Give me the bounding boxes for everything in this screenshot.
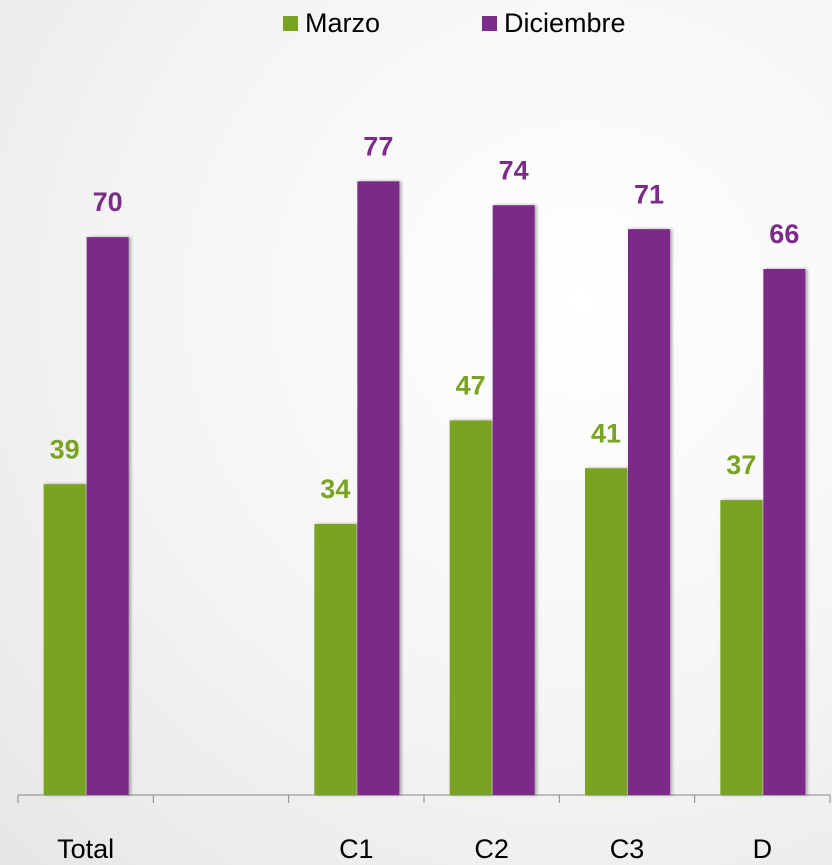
- bar: [585, 468, 627, 795]
- data-label: 66: [769, 219, 799, 249]
- bar: [449, 420, 492, 795]
- legend-swatch: [283, 16, 298, 31]
- bar: [720, 500, 763, 795]
- data-label: 74: [499, 155, 529, 185]
- x-tick-label: C3: [610, 834, 645, 864]
- legend-label: Diciembre: [504, 8, 626, 38]
- data-label: 70: [93, 187, 123, 217]
- data-label: 47: [456, 371, 486, 401]
- bar: [492, 205, 535, 796]
- data-label: 41: [591, 418, 621, 448]
- data-label: 37: [726, 450, 756, 480]
- x-tick-label: C2: [474, 834, 509, 864]
- legend-swatch: [482, 16, 497, 31]
- data-label: 34: [320, 474, 350, 504]
- bar: [314, 524, 357, 795]
- bar: [43, 484, 86, 795]
- bar: [628, 229, 670, 795]
- data-label: 39: [50, 434, 80, 464]
- data-label: 77: [363, 131, 393, 161]
- x-tick-label: C1: [339, 834, 374, 864]
- bar: [357, 181, 400, 795]
- bar: [86, 237, 129, 796]
- bar: [763, 268, 806, 796]
- x-tick-label: Total: [57, 834, 114, 864]
- legend-label: Marzo: [305, 8, 380, 38]
- data-label: 71: [634, 179, 664, 209]
- x-tick-label: D: [753, 834, 773, 864]
